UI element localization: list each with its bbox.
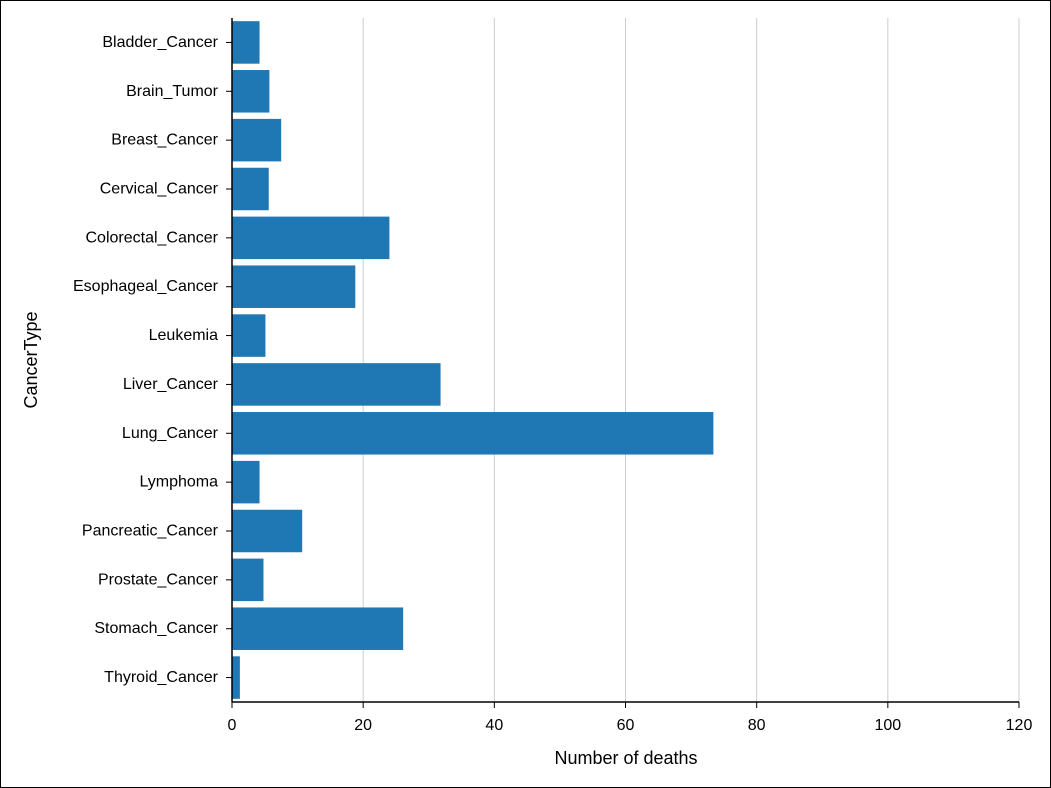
x-tick-label: 100 <box>874 717 901 734</box>
y-tick-label: Prostate_Cancer <box>98 571 219 588</box>
y-tick-label: Cervical_Cancer <box>100 181 219 198</box>
y-tick-label: Lymphoma <box>139 474 218 491</box>
x-tick-label: 40 <box>485 717 503 734</box>
x-tick-label: 0 <box>228 717 237 734</box>
bar-pancreatic-cancer <box>232 509 303 553</box>
y-tick-label: Esophageal_Cancer <box>73 278 219 295</box>
bar-brain-tumor <box>232 70 270 113</box>
axes: Bladder_Cancer Brain_Tumor Breast_Cancer Ce… <box>73 18 1032 734</box>
y-tick-label: Bladder_Cancer <box>102 34 218 51</box>
y-tick-label: Stomach_Cancer <box>94 620 218 637</box>
bar-lymphoma <box>232 460 260 504</box>
x-tick-label: 80 <box>748 717 766 734</box>
bar-leukemia <box>232 314 266 357</box>
bar-colorectal-cancer <box>232 216 390 260</box>
y-axis-title: CancerType <box>21 311 41 408</box>
y-tick-label: Lung_Cancer <box>122 425 219 442</box>
bar-bladder-cancer <box>232 21 260 64</box>
grid-lines <box>362 18 1020 702</box>
x-tick-label: 60 <box>617 717 635 734</box>
y-tick-label: Breast_Cancer <box>111 132 218 149</box>
y-tick-label: Colorectal_Cancer <box>85 229 218 246</box>
bars <box>232 21 714 699</box>
x-axis-title: Number of deaths <box>554 748 697 768</box>
y-tick-label: Liver_Cancer <box>123 376 219 393</box>
y-tick-label: Brain_Tumor <box>126 83 219 100</box>
bar-cervical-cancer <box>232 167 269 211</box>
x-tick-label: 120 <box>1006 717 1033 734</box>
bar-lung-cancer <box>232 412 714 455</box>
y-tick-label: Pancreatic_Cancer <box>82 523 219 540</box>
y-tick-label: Leukemia <box>149 327 218 344</box>
bar-liver-cancer <box>232 363 441 406</box>
bar-thyroid-cancer <box>232 656 240 699</box>
bar-prostate-cancer <box>232 558 264 602</box>
bar-breast-cancer <box>232 118 282 162</box>
x-tick-label: 20 <box>354 717 372 734</box>
bar-esophageal-cancer <box>232 265 356 308</box>
y-tick-label: Thyroid_Cancer <box>104 669 219 686</box>
bar-stomach-cancer <box>232 607 404 650</box>
